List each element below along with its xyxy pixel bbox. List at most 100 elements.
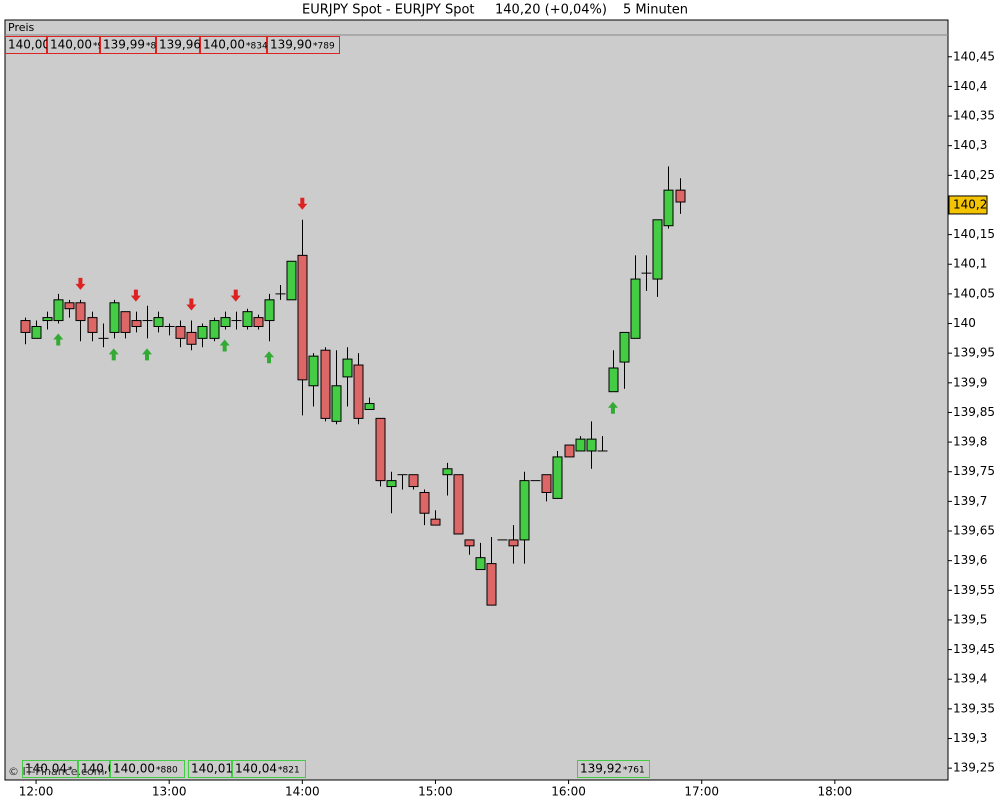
buy-signal (53, 333, 64, 346)
label-box (156, 36, 200, 54)
last-price-marker (948, 195, 988, 215)
y-tick-label: 139,8 (953, 435, 987, 449)
y-tick-label: 139,9 (953, 375, 987, 389)
y-tick-label: 140 (953, 316, 976, 330)
label-group: 139,90 *789 (270, 38, 335, 52)
label-text: 140,04 (235, 762, 277, 776)
label-group: 140,0 (81, 762, 115, 776)
buy-signal (108, 348, 119, 361)
sell-signal (230, 289, 241, 302)
candle-body (364, 403, 375, 410)
y-tick-label: 139,7 (953, 494, 987, 508)
chart-title: EURJPY Spot - EURJPY Spot (302, 3, 475, 18)
candle-body (175, 325, 186, 339)
label-text: 140,00 (113, 762, 155, 776)
y-tick-label: 140,3 (953, 138, 987, 152)
interval: 5 Minuten (623, 3, 688, 18)
label-box (200, 36, 267, 54)
label-box (78, 760, 110, 778)
label-box (47, 36, 100, 54)
candle-body (331, 385, 342, 422)
label-text: 140,00 (50, 38, 92, 52)
candle-body (475, 557, 486, 571)
label-text: 139,92 (580, 762, 622, 776)
label-box (5, 36, 47, 54)
y-tick-label: 140,25 (953, 168, 995, 182)
label-note: *834 (246, 42, 268, 52)
candle-body (20, 320, 31, 333)
candle-body (342, 358, 353, 378)
label-note: *8 (146, 42, 157, 52)
candle-body (297, 254, 308, 381)
y-tick-label: 140,4 (953, 79, 987, 93)
label-note: *761 (623, 766, 645, 776)
label-box (110, 760, 185, 778)
candle-body (153, 317, 164, 327)
candle-body (608, 367, 619, 393)
sell-signal (297, 197, 308, 210)
candle-body (31, 325, 42, 339)
candle-body (464, 539, 475, 547)
candle-body (630, 278, 641, 339)
label-group: 140,00 (8, 38, 50, 52)
x-tick-label: 14:00 (285, 785, 320, 799)
candle-body (220, 317, 231, 327)
candle-body (386, 480, 397, 488)
candle-body (42, 317, 53, 322)
candle-body (264, 299, 275, 322)
candle-body (430, 518, 441, 526)
candle-body (209, 320, 220, 339)
candle-body (453, 474, 464, 535)
x-tick-label: 15:00 (418, 785, 453, 799)
candle-body (408, 474, 419, 488)
sell-signal (75, 277, 86, 290)
candle-body (353, 364, 364, 419)
y-tick-label: 139,45 (953, 642, 995, 656)
y-tick-label: 139,85 (953, 405, 995, 419)
label-box (267, 36, 340, 54)
label-group: 139,99 *8 (103, 38, 157, 52)
x-tick-label: 17:00 (684, 785, 719, 799)
candle-body (619, 331, 630, 363)
label-group: 140,00 *834 (203, 38, 268, 52)
candle-body (375, 417, 386, 482)
candle-body (564, 444, 575, 458)
label-text: 140,0 (81, 762, 115, 776)
label-group: 140,04 * (25, 762, 73, 776)
sell-signal (186, 298, 197, 311)
label-box (22, 760, 78, 778)
candle-body (286, 260, 297, 301)
label-text: 140,00 (203, 38, 245, 52)
label-note: *880 (156, 766, 178, 776)
candle-body (663, 189, 674, 227)
candle-body (87, 317, 98, 333)
label-box (577, 760, 650, 778)
y-tick-label: 140,35 (953, 109, 995, 123)
y-tick-label: 139,4 (953, 672, 987, 686)
candle-body (508, 539, 519, 547)
label-group: 139,92 *761 (580, 762, 645, 776)
label-text: 140,04 (25, 762, 67, 776)
candle-body (109, 302, 120, 333)
sell-signal (130, 289, 141, 302)
candle-body (419, 491, 430, 514)
candle-body (64, 302, 75, 310)
x-tick-label: 18:00 (818, 785, 853, 799)
label-note: *821 (278, 766, 300, 776)
x-tick-label: 13:00 (152, 785, 187, 799)
label-text: 140,00 (8, 38, 50, 52)
candle-body (253, 317, 264, 327)
label-note: *9 (93, 42, 104, 52)
candle-body (486, 563, 497, 606)
label-box (232, 760, 306, 778)
y-tick-label: 139,6 (953, 553, 987, 567)
label-group: 140,00 *880 (113, 762, 178, 776)
copyright: © IT-Finance.com (8, 765, 105, 778)
candle-body (320, 349, 331, 419)
candle-body (197, 325, 208, 339)
candle-body (53, 299, 64, 322)
candle-body (75, 302, 86, 322)
x-tick-label: 12:00 (19, 785, 54, 799)
y-tick-label: 140,1 (953, 257, 987, 271)
